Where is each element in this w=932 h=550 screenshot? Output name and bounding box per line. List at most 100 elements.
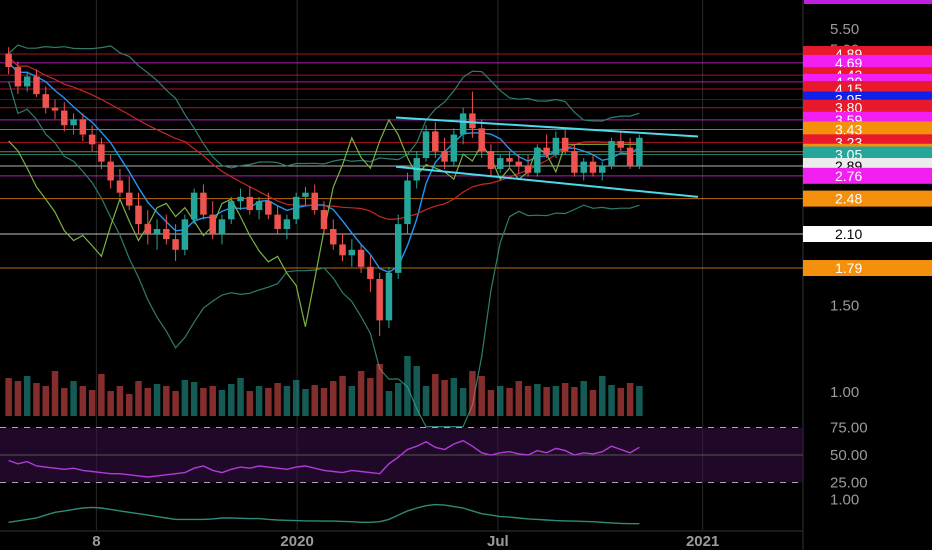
candle-body (599, 165, 606, 173)
candle-body (42, 94, 49, 108)
price-tag-label: 1.79 (835, 260, 862, 276)
volume-bar (153, 384, 161, 416)
candle-body (469, 113, 476, 129)
volume-bar (552, 386, 560, 416)
time-axis[interactable]: 8 2020 Jul 2021 (92, 533, 719, 550)
candle-body (311, 192, 318, 211)
candle-body (571, 151, 578, 173)
candle-body (144, 224, 152, 235)
volume-bar (283, 386, 291, 416)
candle-body (135, 205, 142, 225)
candle-body (163, 229, 170, 240)
price-tag-4.69 (803, 54, 932, 71)
candle-body (153, 229, 161, 235)
volume-bar (339, 376, 346, 416)
volume-bar (228, 384, 235, 416)
volume-bar (580, 381, 587, 416)
bollinger-upper-line (8, 44, 640, 169)
candle-body (23, 76, 31, 87)
volume-bar (487, 390, 495, 416)
volume-bar (255, 386, 263, 416)
candle-body (459, 113, 467, 135)
candle-body (200, 192, 207, 215)
volume-bar (292, 380, 300, 416)
candle-body (636, 137, 643, 166)
volume-bar (23, 376, 31, 416)
candle-body (422, 131, 430, 159)
volume-bar (51, 371, 59, 416)
candle-body (404, 180, 411, 225)
candle-body (283, 219, 291, 230)
volume-bar (348, 386, 356, 416)
volume-bar (524, 386, 532, 416)
volume-bar (246, 391, 254, 416)
axis-top-marker (804, 0, 932, 4)
volume-bar (14, 381, 22, 416)
volume-bar (311, 385, 318, 416)
bollinger-lower-line (8, 81, 640, 428)
x-tick-label: 8 (92, 533, 100, 550)
volume-bar (125, 394, 133, 416)
trend-channel (395, 116, 699, 198)
rsi-tick-label: 50.00 (830, 447, 868, 464)
volume-bar (42, 386, 49, 416)
candle-body (367, 266, 374, 280)
volume-bar (209, 386, 216, 416)
volume-bar (636, 386, 643, 416)
volume-bar (367, 378, 374, 416)
candle-body (376, 279, 383, 321)
volume-bar (450, 378, 458, 416)
volume-bar (5, 378, 12, 416)
candle-body (228, 201, 235, 220)
candle-body (506, 158, 513, 162)
candle-body (524, 165, 532, 173)
candle-body (339, 244, 346, 256)
volume-bar (413, 366, 420, 416)
candle-body (190, 192, 198, 220)
candle-body (218, 219, 226, 235)
candle-body (561, 137, 569, 152)
volume-bar (107, 391, 114, 416)
candle-body (107, 161, 114, 181)
price-level-lines (0, 53, 803, 269)
volume-bar (200, 388, 207, 416)
price-tag-3.80 (803, 99, 932, 116)
volume-bar (265, 388, 272, 416)
candle-body (487, 151, 495, 169)
volume-bar (274, 383, 281, 416)
candle-body (478, 128, 485, 152)
volume-bar (33, 383, 40, 416)
candle-body (181, 219, 189, 250)
candle-body (209, 214, 216, 235)
rsi-tick-label: 25.00 (830, 475, 868, 492)
volume-bar (98, 374, 105, 416)
volume-bar (135, 381, 142, 416)
candle-body (580, 161, 587, 173)
volume-bar (357, 371, 365, 416)
volume-bar (561, 383, 569, 416)
volume-bar (79, 386, 87, 416)
volume-bar (376, 364, 383, 416)
candle-body (5, 53, 12, 68)
price-tag-label: 2.10 (835, 226, 862, 242)
candle-body (496, 158, 504, 169)
candle-body (98, 144, 105, 162)
candle-body (394, 224, 402, 273)
candle-body (51, 107, 59, 111)
volume-bar (70, 381, 77, 416)
x-tick-label: Jul (487, 533, 509, 550)
volume-bar (626, 383, 634, 416)
candle-body (589, 161, 597, 173)
oscillator-tick-label: 1.00 (830, 491, 859, 508)
candle-body (70, 119, 77, 126)
volume-bar (190, 382, 198, 416)
volume-bar (534, 384, 541, 416)
volume-bar (394, 383, 402, 416)
volume-bar (88, 390, 96, 416)
volume-bar (599, 376, 606, 416)
volume-bar (144, 388, 152, 416)
rsi-line (8, 439, 640, 478)
volume-bar (330, 381, 337, 416)
